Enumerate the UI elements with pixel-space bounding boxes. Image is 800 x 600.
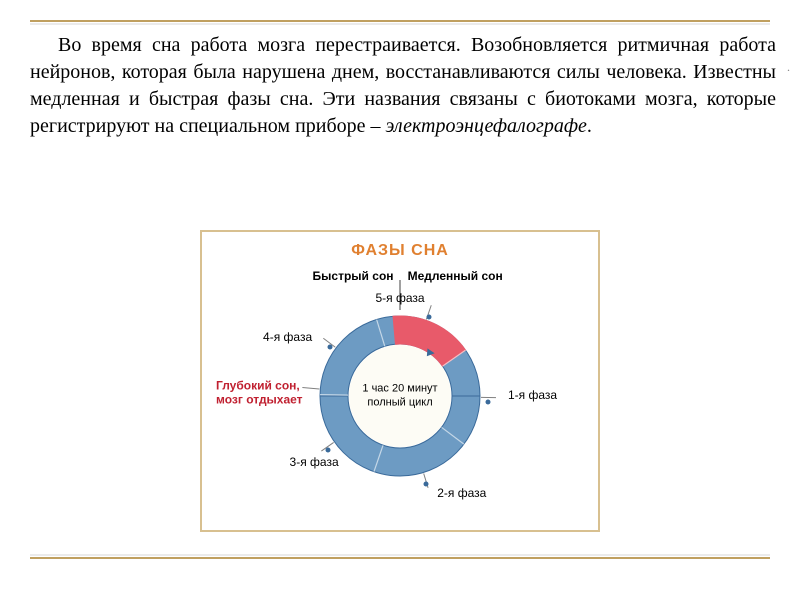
phase-dot (426, 314, 431, 319)
phase-dot (485, 399, 490, 404)
para-text-em: электроэнцефалографе (386, 115, 587, 137)
phase-label: 2-я фаза (437, 487, 486, 501)
center-text: 1 час 20 минут полный цикл (362, 382, 437, 410)
body-paragraph: Во время сна работа мозга перестраиваетс… (30, 32, 776, 140)
label-deep-sleep: Глубокий сон, мозг отдыхает (216, 379, 303, 407)
phase-dot (325, 448, 330, 453)
bottom-rule-shadow (30, 554, 770, 556)
bottom-rule (30, 557, 770, 559)
phase-label: 3-я фаза (290, 456, 339, 470)
phase-dot (423, 482, 428, 487)
top-rule (30, 20, 770, 22)
deep-line-1: Глубокий сон, (216, 378, 300, 392)
para-text-post: . (587, 115, 592, 137)
diagram-frame: ФАЗЫ СНА Быстрый сон Медленный сон 1 час… (200, 230, 600, 532)
page: Во время сна работа мозга перестраиваетс… (0, 0, 800, 600)
center-line-1: 1 час 20 минут (362, 382, 437, 396)
phase-label: 4-я фаза (263, 331, 312, 345)
sleep-chart: Быстрый сон Медленный сон 1 час 20 минут… (202, 270, 598, 522)
center-line-2: полный цикл (362, 396, 437, 410)
deep-line-2: мозг отдыхает (216, 392, 303, 406)
top-rule-shadow (30, 23, 770, 25)
page-number: . (787, 60, 790, 75)
phase-dot (327, 345, 332, 350)
phase-label: 5-я фаза (375, 293, 424, 307)
diagram-title: ФАЗЫ СНА (202, 242, 598, 260)
phase-label: 1-я фаза (508, 389, 557, 403)
